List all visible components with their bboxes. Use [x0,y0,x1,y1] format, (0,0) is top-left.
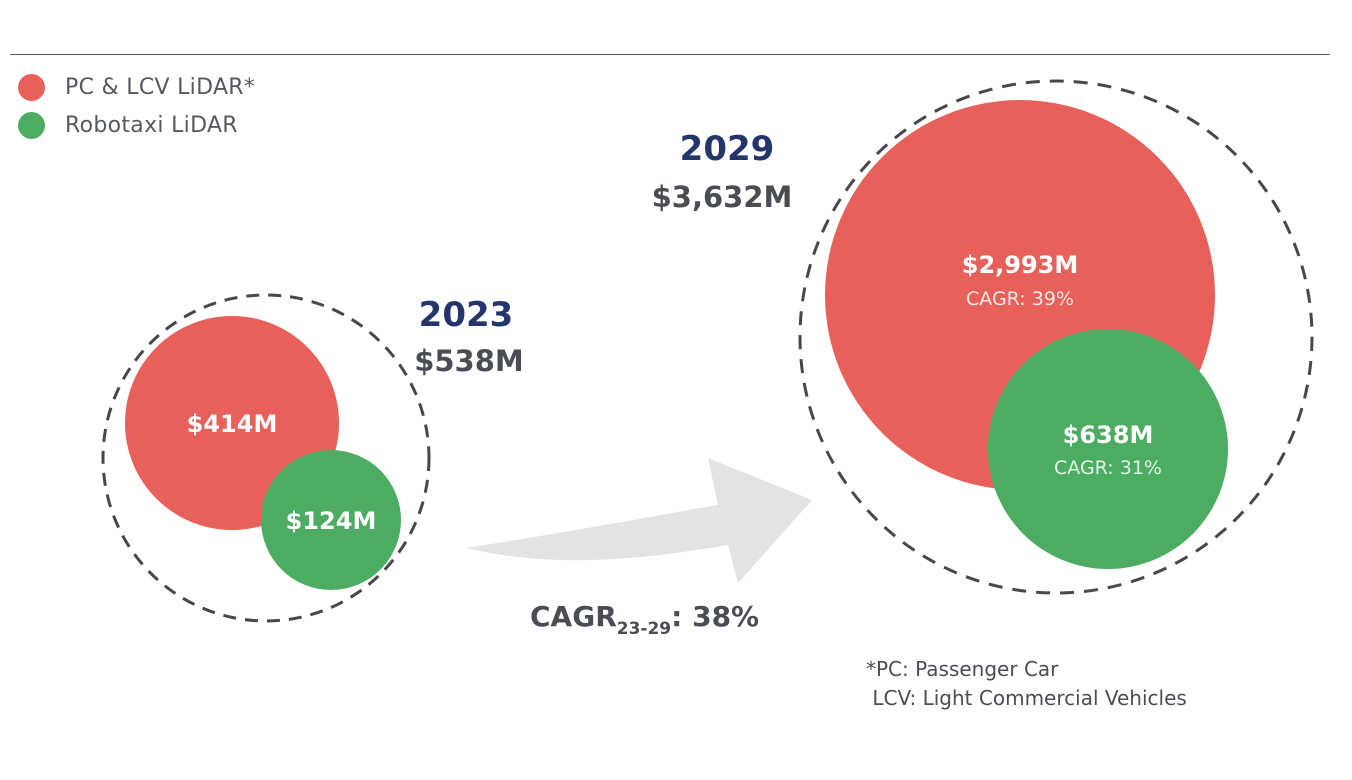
overall-cagr-subscript: 23-29 [617,619,671,639]
value-label-2023-pc-lcv: $414M [187,410,278,438]
bubble-2029-robotaxi [988,329,1228,569]
value-label-2023-robotaxi: $124M [286,507,377,535]
legend-item-pc-lcv: PC & LCV LiDAR* [18,68,255,106]
total-label-2029: $3,632M [652,180,793,214]
legend-swatch-pc-lcv [18,73,45,101]
legend-label-pc-lcv: PC & LCV LiDAR* [65,74,256,100]
value-label-2029-pc-lcv: $2,993M [962,251,1079,279]
footnote-line-lcv: LCV: Light Commercial Vehicles [866,686,1187,710]
overall-cagr-prefix: CAGR [530,600,617,633]
year-label-2023: 2023 [419,295,514,335]
outline-2023 [101,293,431,623]
outline-2029 [798,79,1314,595]
footnote-line-pc: *PC: Passenger Car [866,657,1059,681]
year-label-2029: 2029 [680,129,775,169]
overall-cagr-label: CAGR23-29: 38% [530,600,759,639]
legend-label-robotaxi: Robotaxi LiDAR [65,112,238,138]
bubble-2023-robotaxi [261,450,401,590]
growth-arrow [466,458,812,583]
top-divider [10,54,1330,55]
overall-cagr-value: : 38% [671,600,759,633]
footnote: *PC: Passenger Car LCV: Light Commercial… [866,655,1187,713]
legend: PC & LCV LiDAR* Robotaxi LiDAR [18,68,255,144]
legend-item-robotaxi: Robotaxi LiDAR [18,106,255,144]
legend-swatch-robotaxi [18,111,45,139]
cagr-label-2029-pc-lcv: CAGR: 39% [966,288,1074,310]
cagr-label-2029-robotaxi: CAGR: 31% [1054,457,1162,479]
total-label-2023: $538M [414,344,524,378]
value-label-2029-robotaxi: $638M [1063,421,1154,449]
